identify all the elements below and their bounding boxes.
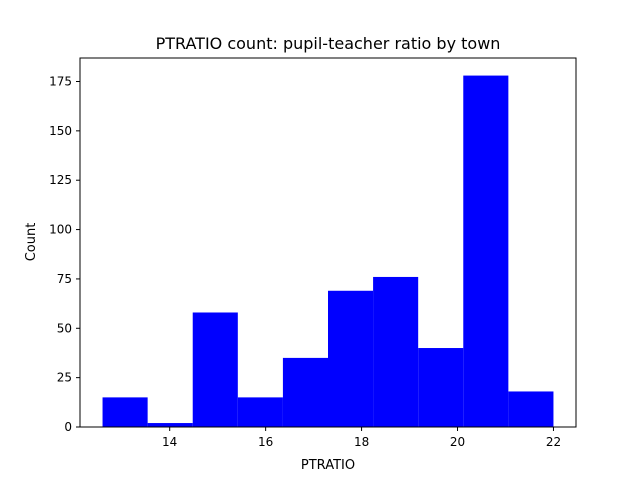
x-tick-label-0: 14 <box>162 435 177 449</box>
x-axis-ticks: 14 16 18 20 22 <box>162 427 561 449</box>
y-axis-label: Count <box>24 223 39 262</box>
plot-frame <box>79 57 577 428</box>
histogram-bar-9 <box>508 391 554 427</box>
histogram-bar-2 <box>192 312 238 427</box>
y-tick-label-0: 0 <box>64 420 72 434</box>
histogram-bar-1 <box>147 423 193 427</box>
x-tick-label-3: 20 <box>450 435 465 449</box>
y-tick-label-5: 125 <box>49 173 72 187</box>
y-tick-label-2: 50 <box>57 321 72 335</box>
y-tick-label-3: 75 <box>57 272 72 286</box>
histogram-bar-0 <box>102 397 148 427</box>
x-tick-label-1: 16 <box>258 435 273 449</box>
histogram-bar-5 <box>328 290 374 427</box>
bars-group <box>102 75 554 428</box>
histogram-bar-6 <box>373 276 419 427</box>
y-tick-label-7: 175 <box>49 74 72 88</box>
y-tick-label-4: 100 <box>49 223 72 237</box>
x-tick-label-4: 22 <box>546 435 561 449</box>
histogram-bar-4 <box>282 357 328 427</box>
histogram-bar-3 <box>237 397 283 427</box>
y-axis-ticks: 0 25 50 75 100 125 150 175 <box>49 74 80 434</box>
x-axis-label: PTRATIO <box>301 458 355 473</box>
chart-title: PTRATIO count: pupil-teacher ratio by to… <box>156 34 501 53</box>
x-tick-label-2: 18 <box>354 435 369 449</box>
histogram-bar-8 <box>463 75 509 428</box>
y-tick-label-6: 150 <box>49 124 72 138</box>
histogram-bar-7 <box>418 348 464 427</box>
y-tick-label-1: 25 <box>57 371 72 385</box>
